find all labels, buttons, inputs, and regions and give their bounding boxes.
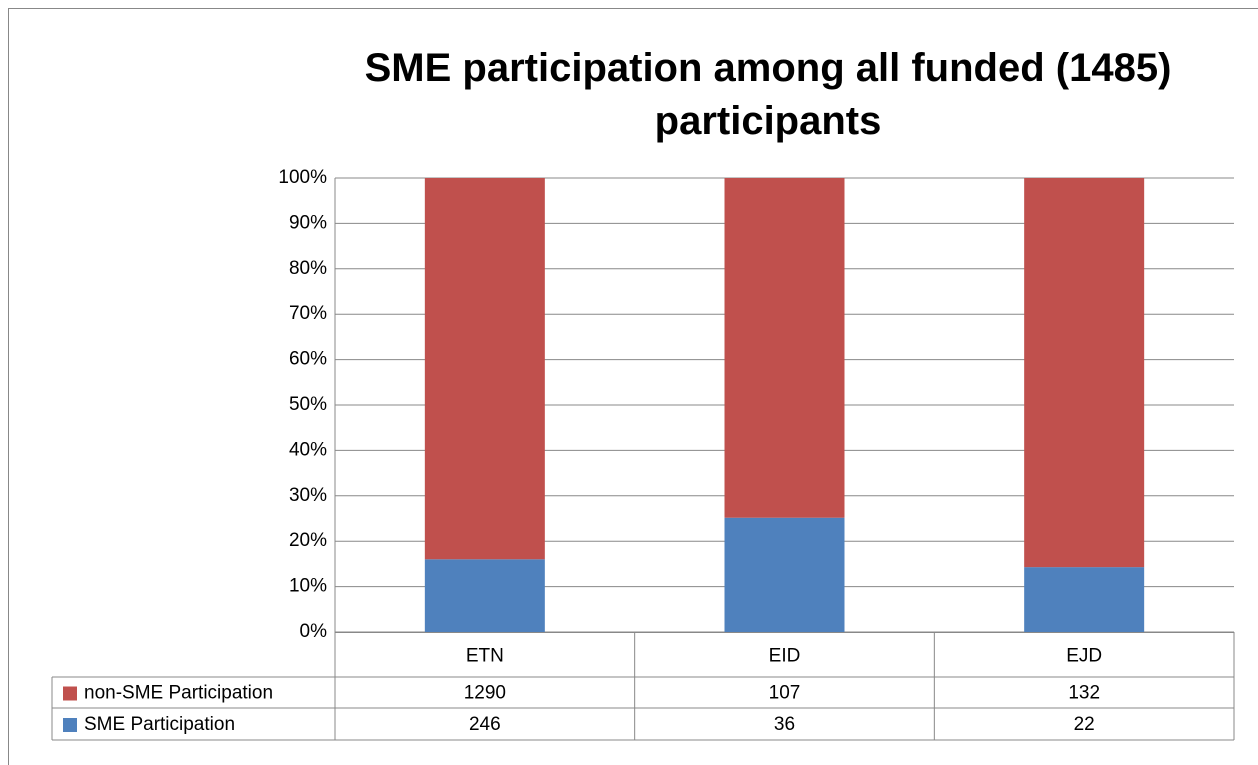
x-tick-label: EJD: [1066, 646, 1102, 667]
bar-segment: [724, 178, 845, 518]
bar-segment: [724, 517, 845, 632]
y-tick-label: 50%: [289, 394, 327, 415]
table-value: 107: [769, 683, 801, 704]
bar-segment: [424, 559, 545, 632]
y-tick-label: 10%: [289, 576, 327, 597]
y-tick-label: 40%: [289, 439, 327, 460]
table-value: 132: [1068, 683, 1100, 704]
x-tick-label: ETN: [466, 646, 504, 667]
y-tick-label: 60%: [289, 349, 327, 370]
x-tick-label: EID: [769, 646, 801, 667]
legend-swatch: [63, 718, 77, 732]
bar-segment: [1024, 178, 1145, 568]
table-value: 1290: [464, 683, 506, 704]
table-value: 246: [469, 714, 501, 735]
y-tick-label: 20%: [289, 530, 327, 551]
y-tick-label: 30%: [289, 485, 327, 506]
y-tick-label: 70%: [289, 303, 327, 324]
legend-swatch: [63, 686, 77, 701]
legend-label: SME Participation: [84, 714, 235, 735]
y-tick-label: 0%: [300, 621, 328, 642]
bar-segment: [424, 178, 545, 560]
table-value: 36: [774, 714, 795, 735]
chart-title: SME participation among all funded (1485…: [364, 46, 1172, 143]
y-tick-label: 100%: [278, 167, 327, 188]
y-tick-label: 80%: [289, 258, 327, 279]
bar-segment: [1024, 567, 1145, 632]
table-value: 22: [1074, 714, 1095, 735]
legend-label: non-SME Participation: [84, 683, 273, 704]
y-tick-label: 90%: [289, 212, 327, 233]
